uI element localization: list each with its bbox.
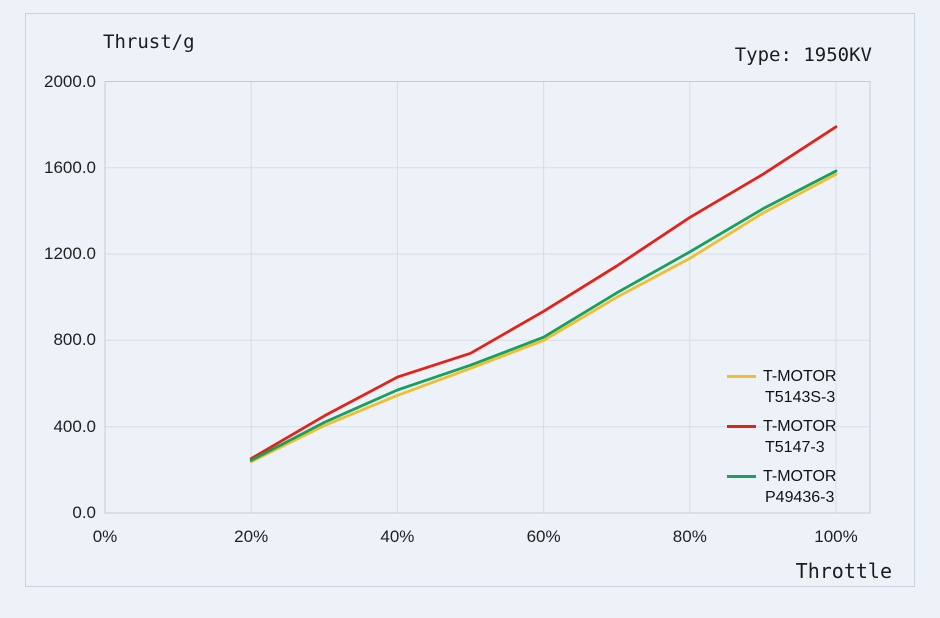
legend-label: T-MOTOR T5147-3	[763, 416, 836, 458]
legend-label-line1: T-MOTOR	[763, 468, 837, 485]
legend-label-line2: T5147-3	[765, 439, 825, 456]
legend-item: T-MOTOR P49436-3	[727, 466, 836, 508]
legend-swatch	[727, 475, 756, 478]
y-tick-label: 400.0	[53, 416, 96, 436]
x-axis-title: Throttle	[795, 559, 892, 583]
chart-title: Thrust/g	[103, 31, 195, 53]
x-tick-label: 0%	[92, 527, 118, 546]
legend-label: T-MOTOR P49436-3	[763, 466, 836, 508]
y-tick-label: 1600.0	[44, 157, 96, 177]
series-line-t5143s-3	[249, 172, 838, 464]
legend-swatch	[727, 425, 756, 428]
legend-label-line1: T-MOTOR	[763, 368, 837, 385]
y-tick-label: 2000.0	[44, 71, 96, 91]
series-line-p49436-3	[249, 169, 838, 462]
y-tick-label: 1200.0	[44, 244, 96, 264]
legend-item: T-MOTOR T5147-3	[727, 416, 836, 458]
x-tick-label: 20%	[234, 527, 269, 546]
plot-border	[104, 81, 871, 514]
legend-item: T-MOTOR T5143S-3	[727, 366, 836, 408]
x-tick-label: 100%	[814, 527, 858, 546]
legend-swatch	[727, 375, 756, 378]
legend-label-line1: T-MOTOR	[763, 418, 837, 435]
x-tick-label: 60%	[526, 527, 561, 546]
legend-label-line2: T5143S-3	[765, 389, 836, 406]
y-tick-label: 0.0	[72, 503, 96, 522]
motor-type-label: Type: 1950KV	[734, 44, 872, 66]
legend-label: T-MOTOR T5143S-3	[763, 366, 836, 408]
legend-label-line2: P49436-3	[765, 489, 835, 506]
series-line-t5147-3	[249, 125, 838, 461]
x-tick-label: 40%	[380, 527, 415, 546]
x-tick-label: 80%	[672, 527, 707, 546]
y-tick-label: 800.0	[53, 330, 96, 350]
legend: T-MOTOR T5143S-3 T-MOTOR T5147-3 T-MOTOR P494…	[727, 366, 836, 516]
chart-panel	[25, 13, 915, 587]
